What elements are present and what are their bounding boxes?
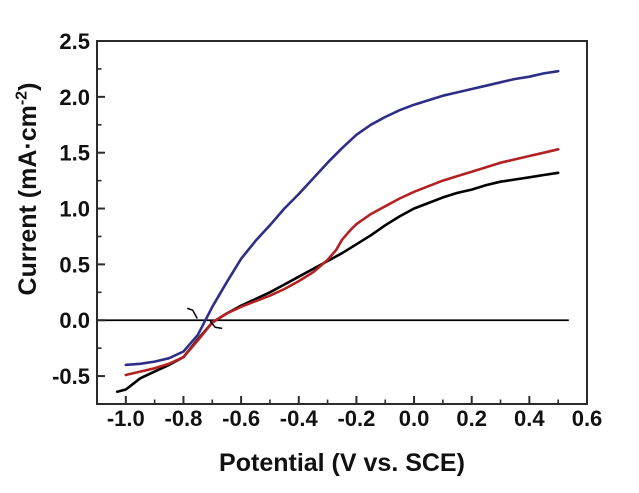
x-tick-label: 0.6 [572, 406, 603, 431]
black-curve [115, 171, 560, 394]
x-axis-title: Potential (V vs. SCE) [97, 449, 587, 478]
y-axis-title-text: Current (mA·cm [14, 105, 42, 296]
x-tick-label: -0.2 [337, 406, 375, 431]
x-tick-label: 0.2 [456, 406, 487, 431]
x-tick-label: -1.0 [107, 406, 145, 431]
y-tick-label: 2.5 [59, 29, 90, 54]
y-tick-label: 0.5 [59, 252, 90, 277]
y-axis-title: Current (mA·cm-2) [14, 39, 43, 339]
y-axis-title-superscript: -2 [13, 90, 31, 106]
y-tick-label: 0.0 [59, 308, 90, 333]
plot-border [96, 40, 588, 405]
blue-curve [124, 69, 560, 367]
y-tick-label: -0.5 [52, 364, 90, 389]
x-tick-label: 0.4 [514, 406, 545, 431]
y-tick-label: 1.5 [59, 141, 90, 166]
onset-mark-right [209, 320, 223, 330]
y-axis-title-close: ) [14, 82, 42, 91]
onset-mark-left [187, 307, 198, 319]
x-tick-label: -0.4 [280, 406, 319, 431]
x-axis-title-text: Potential (V vs. SCE) [219, 449, 465, 477]
x-tick-label: -0.6 [222, 406, 260, 431]
y-tick-label: 1.0 [59, 197, 90, 222]
red-curve [124, 148, 560, 377]
x-tick-label: -0.8 [165, 406, 203, 431]
y-tick-label: 2.0 [59, 85, 90, 110]
x-tick-label: 0.0 [399, 406, 430, 431]
